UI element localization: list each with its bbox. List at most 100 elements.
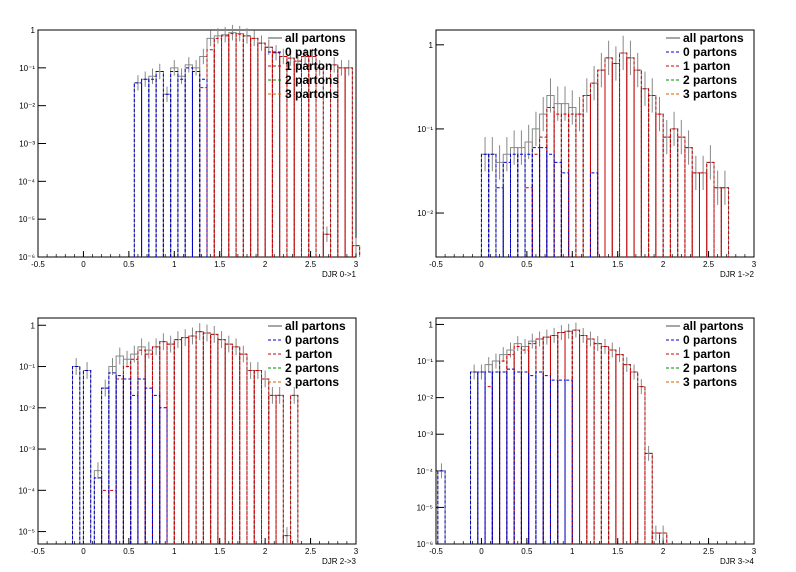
x-axis-label: DJR 0->1 (322, 270, 357, 279)
series-all-partons-bin (137, 346, 146, 544)
series-all-partons-bin (644, 452, 653, 544)
series-all-partons-bin (593, 343, 602, 544)
y-tick-label: 10⁻⁵ (417, 503, 433, 512)
series-all-partons-bin (491, 360, 501, 544)
y-tick-label: 10⁻⁴ (18, 486, 35, 495)
series-0-partons-bin (513, 371, 522, 544)
x-tick-label: 0 (81, 547, 86, 556)
series-1-parton-bin (546, 106, 555, 257)
series-1-parton-bin (648, 94, 657, 257)
series-1-parton-bin (115, 378, 124, 544)
legend-label: 0 partons (683, 45, 737, 59)
series-all-partons-bin (586, 338, 595, 544)
series-all-partons-bin (170, 67, 179, 257)
series-all-partons-bin (275, 394, 284, 544)
series-0-partons-bin (141, 78, 150, 257)
series-all-partons-bin (553, 103, 562, 257)
series-all-partons-bin (206, 37, 215, 257)
series-all-partons-bin (582, 94, 591, 257)
series-1-parton-bin (575, 113, 584, 257)
series-0-partons-bin (159, 407, 168, 544)
series-0-partons (437, 368, 573, 544)
series-1-parton-bin (637, 386, 646, 544)
y-tick-label: 10⁻¹ (417, 357, 433, 366)
series-1-parton-bin (130, 358, 139, 544)
series-1-parton-bin (579, 334, 588, 544)
series-all-partons-bin (133, 82, 143, 257)
series-1-parton-bin (542, 336, 551, 544)
series-1-parton-bin (101, 489, 110, 544)
series-all-partons-bin (677, 136, 686, 257)
x-tick-label: 3 (752, 547, 757, 556)
y-tick-label: 1 (31, 26, 36, 35)
series-1-parton-bin (279, 55, 288, 257)
x-tick-label: 2.5 (305, 260, 317, 269)
y-tick-label: 10⁻² (19, 102, 35, 111)
series-all-partons-bin (549, 334, 559, 544)
legend-label: 1 parton (683, 347, 730, 361)
x-axis-label: DJR 1->2 (720, 270, 755, 279)
y-tick-label: 10⁻⁶ (417, 540, 433, 549)
series-0-partons-bin (546, 153, 555, 257)
series-1-parton-bin (611, 62, 621, 257)
x-tick-label: 3 (354, 260, 359, 269)
series-1-parton (199, 33, 361, 257)
series-0-partons-bin (499, 371, 508, 544)
series-1-parton-bin (568, 113, 577, 257)
x-tick-label: -0.5 (429, 260, 443, 269)
series-all-partons-bin (600, 345, 610, 544)
series-all-partons-bin (546, 94, 555, 257)
panel-4: -0.5 0 0.5 1 1.5 2 2.5 3 1 10⁻¹ 10⁻² 10⁻³ 10⁻⁴ 10⁻⁵ 10… (416, 317, 757, 566)
series-0-partons-bin (177, 78, 186, 257)
x-tick-label: 3 (752, 260, 757, 269)
series-1-parton-bin (188, 335, 197, 544)
series-1-parton-bin (698, 172, 708, 257)
series-1-parton-bin (151, 346, 161, 544)
series-1-parton-bin (677, 136, 686, 257)
series-1-parton-bin (535, 338, 544, 544)
series-0-partons-bin (564, 379, 573, 544)
series-1-parton-bin (286, 57, 295, 257)
series-1-parton-bin (261, 378, 270, 544)
x-tick-label: 0.5 (521, 547, 533, 556)
y-tick-label: 10⁻⁵ (19, 528, 35, 537)
series-1-parton-bin (706, 161, 715, 257)
x-tick-label: 2 (263, 547, 268, 556)
series-all-partons-bin (535, 338, 544, 544)
series-1-parton-bin (582, 94, 591, 257)
x-tick-label: 0 (479, 547, 484, 556)
series-1-parton-bin (213, 37, 223, 257)
series-1-parton-bin (684, 147, 693, 257)
series-all-partons-bin (261, 378, 270, 544)
series-0-partons-bin (539, 147, 548, 257)
x-axis-label: DJR 2->3 (322, 557, 357, 566)
series-1-parton-bin (640, 88, 650, 257)
legend-label: 2 partons (285, 361, 339, 375)
series-all-partons-bin (191, 67, 201, 257)
series-all-partons-bin (568, 106, 577, 257)
series-1-parton-bin (506, 354, 515, 544)
series-all-partons-bin (122, 358, 132, 544)
y-tick-label: 10⁻³ (19, 140, 35, 149)
series-all-partons-bin (655, 113, 664, 257)
series-all-partons-bin (210, 333, 219, 544)
x-tick-label: 1 (570, 260, 575, 269)
series-all-partons-bin (513, 343, 522, 544)
series-0-partons (72, 366, 168, 544)
series-0-partons-bin (517, 153, 526, 257)
series-0-partons-bin (115, 375, 124, 544)
series-0-partons-bin (524, 153, 533, 257)
series-all-partons-bin (202, 332, 212, 544)
series-1-parton-bin (166, 343, 175, 544)
series-all-partons-bin (604, 57, 613, 257)
series-0-partons-bin (199, 78, 208, 257)
series-all-partons-bin (524, 141, 533, 257)
series-1-parton-bin (593, 343, 602, 544)
series-1-parton-bin (228, 33, 237, 257)
series-all-partons-bin (155, 70, 164, 257)
series-all-partons-bin (159, 341, 168, 544)
series-all-partons-bin (575, 113, 584, 257)
legend-label: 2 partons (683, 73, 737, 87)
series-1-parton-bin (539, 136, 548, 257)
